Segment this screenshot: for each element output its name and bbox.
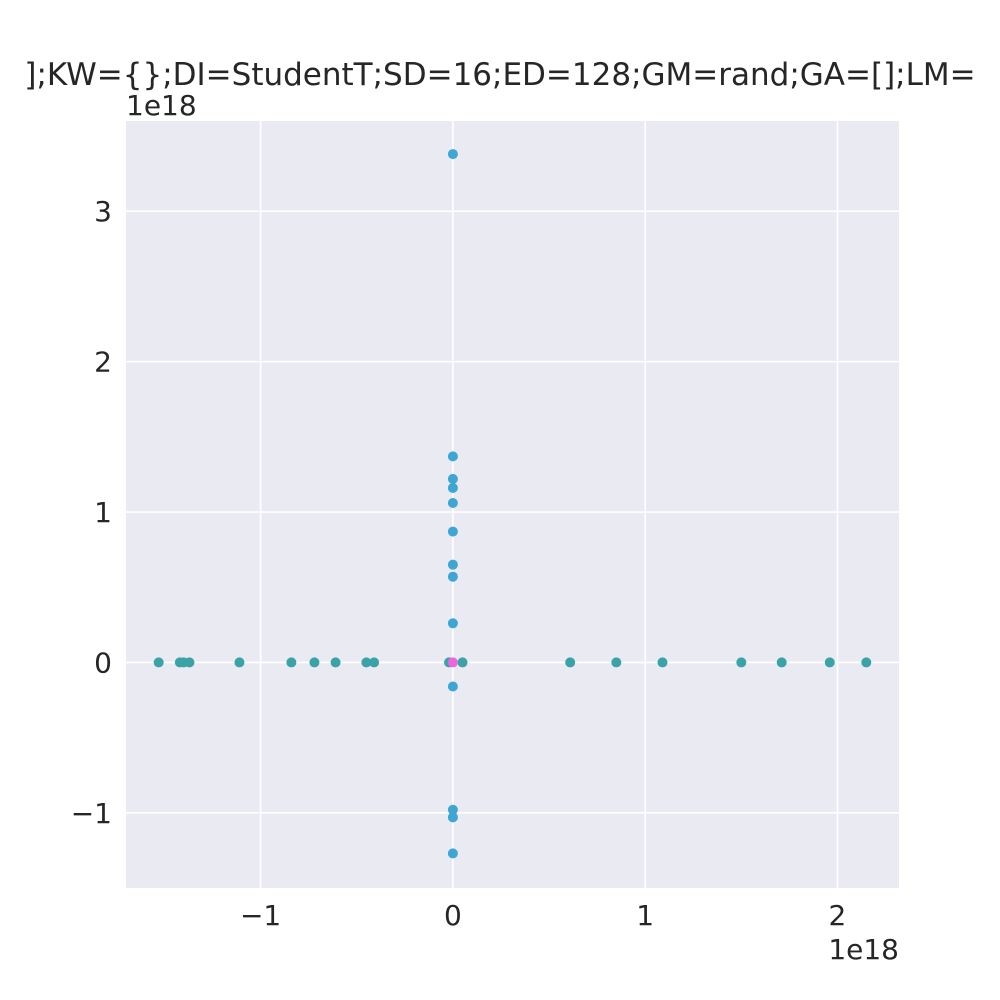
- x-tick-label: −1: [240, 899, 281, 932]
- data-point: [286, 657, 297, 668]
- data-point: [447, 848, 458, 859]
- data-point: [184, 657, 195, 668]
- data-point: [447, 804, 458, 815]
- x-tick-label: 2: [829, 899, 847, 932]
- data-point: [447, 526, 458, 537]
- data-point: [330, 657, 341, 668]
- data-point: [153, 657, 164, 668]
- data-point: [457, 657, 468, 668]
- data-point: [447, 571, 458, 582]
- data-point: [361, 657, 372, 668]
- y-tick-label: 3: [94, 195, 112, 228]
- data-point: [861, 657, 872, 668]
- x-axis-offset-label: 1e18: [828, 933, 899, 966]
- plot-area: [126, 121, 899, 888]
- data-point: [565, 657, 576, 668]
- data-point: [369, 657, 380, 668]
- data-point: [447, 812, 458, 823]
- tick-labels: −1 0 1 2 −1 0 1 2 3: [71, 195, 847, 932]
- data-point: [447, 681, 458, 692]
- data-point: [824, 657, 835, 668]
- data-point: [447, 618, 458, 629]
- data-point: [447, 149, 458, 160]
- data-point: [736, 657, 747, 668]
- grid-lines: [126, 121, 899, 888]
- y-axis-offset-label: 1e18: [126, 89, 197, 122]
- data-point: [447, 482, 458, 493]
- data-points: [153, 149, 872, 859]
- y-tick-label: 1: [94, 496, 112, 529]
- x-tick-label: 1: [636, 899, 654, 932]
- data-point: [447, 559, 458, 570]
- data-point: [447, 473, 458, 484]
- data-point: [447, 657, 458, 668]
- y-tick-label: 2: [94, 346, 112, 379]
- data-point: [447, 451, 458, 462]
- data-point: [611, 657, 622, 668]
- data-point: [309, 657, 320, 668]
- y-tick-label: −1: [71, 797, 112, 830]
- data-point: [657, 657, 668, 668]
- data-point: [234, 657, 245, 668]
- y-tick-label: 0: [94, 646, 112, 679]
- data-point: [447, 497, 458, 508]
- x-tick-label: 0: [444, 899, 462, 932]
- chart-title: ];KW={};DI=StudentT;SD=16;ED=128;GM=rand…: [24, 57, 975, 93]
- data-point: [776, 657, 787, 668]
